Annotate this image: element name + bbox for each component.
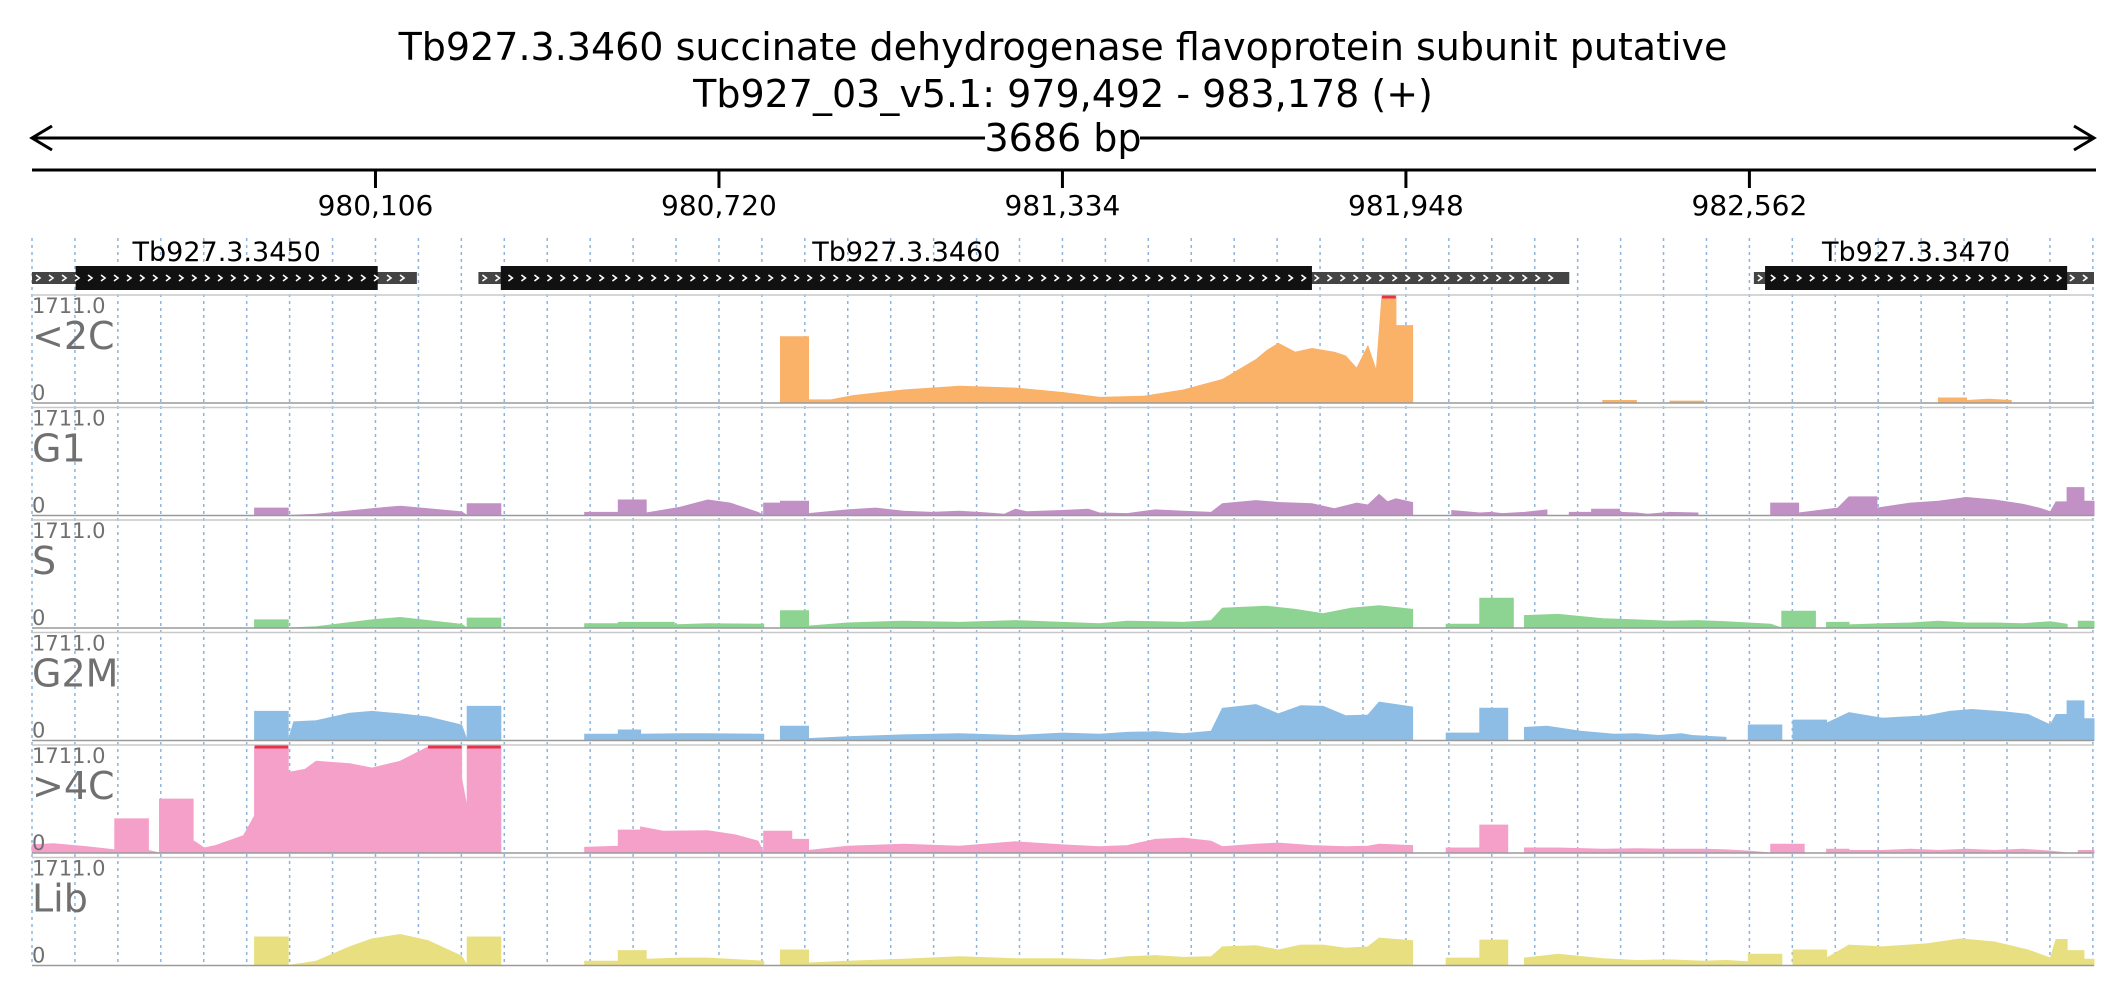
gene-strand-arrows	[35, 274, 406, 282]
gene-label: Tb927.3.3470	[1821, 237, 2010, 268]
span-label: 3686 bp	[984, 116, 1141, 160]
track-max-label: 1711.0	[32, 857, 105, 881]
track-min-label: 0	[32, 494, 45, 518]
grid-lines	[31, 238, 2094, 965]
gene: Tb927.3.3470	[1753, 237, 2094, 290]
track-max-label: 1711.0	[32, 407, 105, 431]
gene-cds	[1765, 266, 2068, 290]
ruler-tick-label: 980,106	[318, 189, 434, 222]
coverage-area	[32, 296, 2094, 404]
ruler-tick-label: 982,562	[1692, 189, 1808, 222]
coverage-area	[31, 746, 2095, 854]
track: 1711.0>4C 0	[31, 744, 2095, 855]
gene-cds	[75, 266, 378, 290]
track-min-label: 0	[32, 381, 45, 405]
coverage-area	[32, 487, 2095, 517]
track-min-label: 0	[32, 831, 45, 855]
track-min-label: 0	[32, 944, 45, 968]
coverage-area	[32, 700, 2095, 741]
ruler-ticks: 980,106 980,720 981,334 981,948 982,562	[318, 170, 1808, 222]
track-name: <2C	[32, 314, 115, 358]
gene-label: Tb927.3.3450	[132, 237, 321, 268]
track-name: S	[32, 539, 56, 583]
ruler-tick-label: 981,948	[1348, 189, 1464, 222]
track-name: G1	[32, 427, 86, 471]
gene-cds	[500, 266, 1312, 290]
track: 1711.0S 0	[32, 519, 2095, 630]
chart-title: Tb927.3.3460 succinate dehydrogenase fla…	[398, 25, 1728, 69]
gene: Tb927.3.3460	[478, 237, 1570, 290]
track-name: G2M	[32, 652, 118, 696]
track: 1711.0<2C 0	[32, 294, 2094, 405]
track-max-label: 1711.0	[32, 519, 105, 543]
gene-strand-arrows	[481, 274, 1554, 282]
track-max-label: 1711.0	[32, 744, 105, 768]
track-min-label: 0	[32, 606, 45, 630]
gene-strand-arrows	[1757, 274, 2089, 282]
track-name: Lib	[32, 877, 88, 921]
track-max-label: 1711.0	[32, 632, 105, 656]
span-arrow-left-head	[29, 124, 53, 152]
track: 1711.0G1 0	[32, 407, 2095, 518]
chart-subtitle: Tb927_03_v5.1: 979,492 - 983,178 (+)	[692, 72, 1433, 116]
span-arrow-right-head	[2073, 124, 2097, 152]
ruler-tick-label: 980,720	[661, 189, 777, 222]
span-arrow: 3686 bp	[29, 116, 2097, 160]
track-name: >4C	[32, 764, 115, 808]
gene-track: Tb927.3.3450 Tb927.3.3460 Tb927.3.3470	[32, 237, 2094, 290]
track-max-label: 1711.0	[32, 294, 105, 318]
coverage-tracks: 1711.0<2C01711.0G101711.0S01711.0G2M0171…	[31, 294, 2095, 968]
gene: Tb927.3.3450	[32, 237, 417, 290]
track-min-label: 0	[32, 719, 45, 743]
gene-label: Tb927.3.3460	[811, 237, 1000, 268]
ruler-tick-label: 981,334	[1005, 189, 1121, 222]
